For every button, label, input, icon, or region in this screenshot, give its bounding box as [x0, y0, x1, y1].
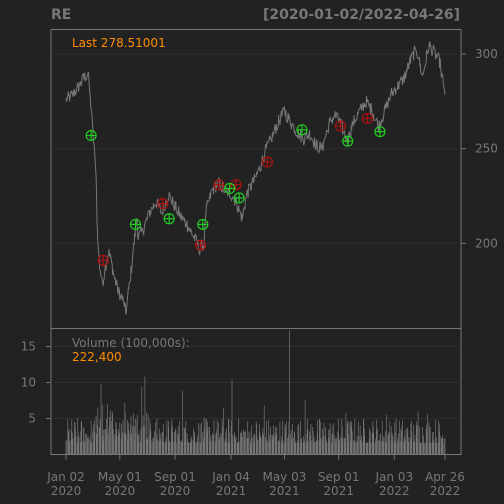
buy-signal-marker	[197, 218, 209, 231]
buy-signal-marker	[85, 129, 97, 142]
date-tick-label: May 03	[262, 470, 306, 484]
sell-signal-marker	[261, 156, 273, 168]
volume-label: Volume (100,000s):	[72, 336, 190, 350]
volume-grid	[51, 346, 461, 419]
chart-symbol: RE	[51, 7, 71, 23]
buy-signal-marker	[374, 126, 386, 138]
buy-signal-marker	[224, 182, 236, 195]
date-tick-label: Sep 01	[318, 470, 360, 484]
date-tick-year: 2021	[269, 484, 300, 498]
buy-signal-marker	[296, 124, 308, 136]
date-tick-label: Apr 26	[425, 470, 465, 484]
date-tick-year: 2020	[160, 484, 191, 498]
sell-signal-marker	[194, 239, 207, 251]
sell-signal-marker	[97, 254, 109, 266]
sell-signal-marker	[213, 179, 225, 191]
date-tick-label: Jan 03	[375, 470, 414, 484]
volume-bars	[65, 329, 446, 455]
date-tick-label: Sep 01	[154, 470, 196, 484]
price-panel: 200 250 300 Last 278.51001	[50, 29, 498, 329]
price-grid	[51, 53, 461, 244]
date-tick-year: 2022	[430, 484, 461, 498]
volume-tick-label: 10	[21, 376, 36, 390]
price-tick-label: 250	[475, 142, 498, 156]
price-tick-label: 200	[475, 236, 498, 250]
date-tick-year: 2020	[105, 484, 136, 498]
volume-tick-label: 15	[21, 340, 36, 354]
buy-signal-marker	[129, 218, 142, 231]
volume-panel: 5 10 15 Volume (100,000s): 222,400	[21, 328, 462, 455]
date-tick-year: 2021	[216, 484, 247, 498]
date-tick-year: 2021	[323, 484, 354, 498]
buy-signal-marker	[233, 192, 245, 204]
signal-markers	[85, 112, 386, 266]
buy-signal-marker	[163, 213, 175, 225]
price-tick-label: 300	[475, 47, 498, 61]
sell-signal-marker	[361, 112, 374, 125]
price-axis: 200 250 300	[461, 47, 498, 250]
last-price-label: Last 278.51001	[72, 36, 166, 50]
buy-signal-marker	[342, 135, 354, 147]
volume-tick-label: 5	[28, 412, 36, 426]
date-tick-label: May 01	[98, 470, 142, 484]
price-line	[65, 41, 446, 316]
date-tick-label: Jan 04	[211, 470, 250, 484]
volume-value: 222,400	[72, 350, 122, 364]
sell-signal-marker	[157, 198, 169, 210]
price-panel-frame	[50, 29, 462, 329]
date-tick-label: Jan 02	[46, 470, 85, 484]
chart-date-range: [2020-01-02/2022-04-26]	[263, 7, 460, 23]
date-tick-year: 2020	[51, 484, 82, 498]
sell-signal-marker	[334, 120, 347, 132]
volume-axis: 5 10 15	[21, 340, 51, 426]
date-tick-year: 2022	[379, 484, 410, 498]
